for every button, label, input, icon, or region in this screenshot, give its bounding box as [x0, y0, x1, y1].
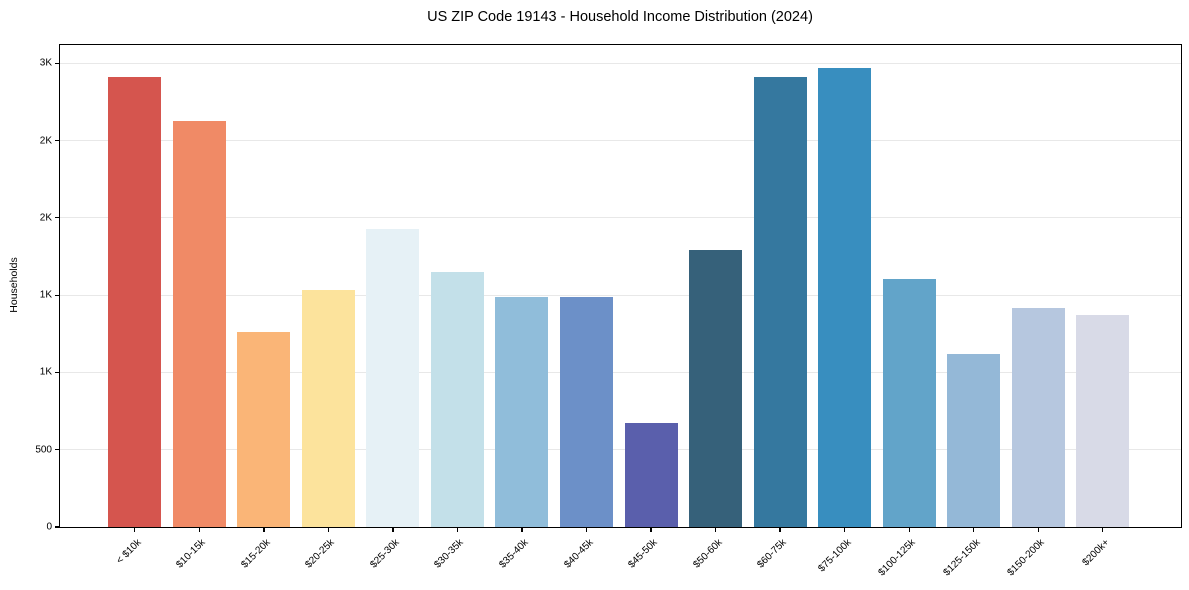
- y-tick-label: 0: [46, 521, 52, 533]
- x-tick-mark: [843, 528, 846, 532]
- bar: [237, 332, 291, 527]
- y-tick-mark: [55, 139, 59, 142]
- y-tick-label: 1K: [39, 366, 52, 378]
- y-gridline: [60, 294, 1181, 296]
- y-tick-label: 2K: [39, 135, 52, 147]
- x-tick-mark: [392, 528, 394, 532]
- x-tick-mark: [973, 528, 975, 532]
- bar: [753, 77, 807, 527]
- x-tick-mark: [263, 528, 265, 532]
- bar: [366, 228, 420, 527]
- x-tick-mark: [1102, 528, 1104, 532]
- bar: [172, 121, 226, 527]
- bar: [301, 290, 355, 527]
- bar: [818, 67, 872, 527]
- bar: [1011, 307, 1065, 527]
- y-tick-mark: [55, 62, 59, 64]
- bar: [624, 423, 678, 527]
- y-axis-title: Households: [8, 257, 20, 313]
- x-tick-mark: [585, 528, 588, 532]
- y-tick-label: 3K: [39, 57, 52, 69]
- x-tick-mark: [779, 528, 781, 532]
- bar: [1076, 315, 1130, 527]
- bar: [689, 249, 743, 527]
- x-tick-mark: [521, 528, 523, 532]
- bar: [108, 77, 162, 527]
- y-gridline: [60, 371, 1181, 373]
- bar: [495, 296, 549, 527]
- x-tick-mark: [714, 528, 717, 532]
- y-tick-mark: [55, 371, 59, 373]
- bar: [882, 278, 936, 527]
- x-tick-label: < $10k: [114, 537, 144, 567]
- x-tick-mark: [456, 528, 459, 532]
- y-gridline: [60, 217, 1181, 219]
- y-tick-mark: [55, 526, 59, 528]
- y-tick-label: 500: [35, 444, 52, 456]
- chart-title: US ZIP Code 19143 - Household Income Dis…: [427, 9, 813, 25]
- x-tick-mark: [327, 528, 330, 532]
- x-tick-mark: [908, 528, 910, 532]
- bar: [947, 353, 1001, 527]
- y-gridline: [60, 140, 1181, 142]
- y-gridline: [60, 449, 1181, 451]
- plot-area: 0 500 1K 1K 2K 2K 3K < $10k $10-15k $15-20k $20-25…: [35, 44, 1182, 578]
- y-tick-mark: [55, 294, 59, 296]
- y-tick-mark: [55, 217, 59, 219]
- bar: [430, 271, 484, 527]
- x-tick-mark: [1037, 528, 1039, 532]
- y-tick-label: 2K: [39, 212, 52, 224]
- x-tick-mark: [198, 528, 200, 532]
- y-tick-mark: [55, 449, 59, 451]
- x-tick-mark: [650, 528, 652, 532]
- y-gridline: [60, 62, 1181, 64]
- bar: [560, 296, 613, 527]
- y-tick-label: 1K: [39, 289, 52, 301]
- x-tick-mark: [134, 528, 136, 532]
